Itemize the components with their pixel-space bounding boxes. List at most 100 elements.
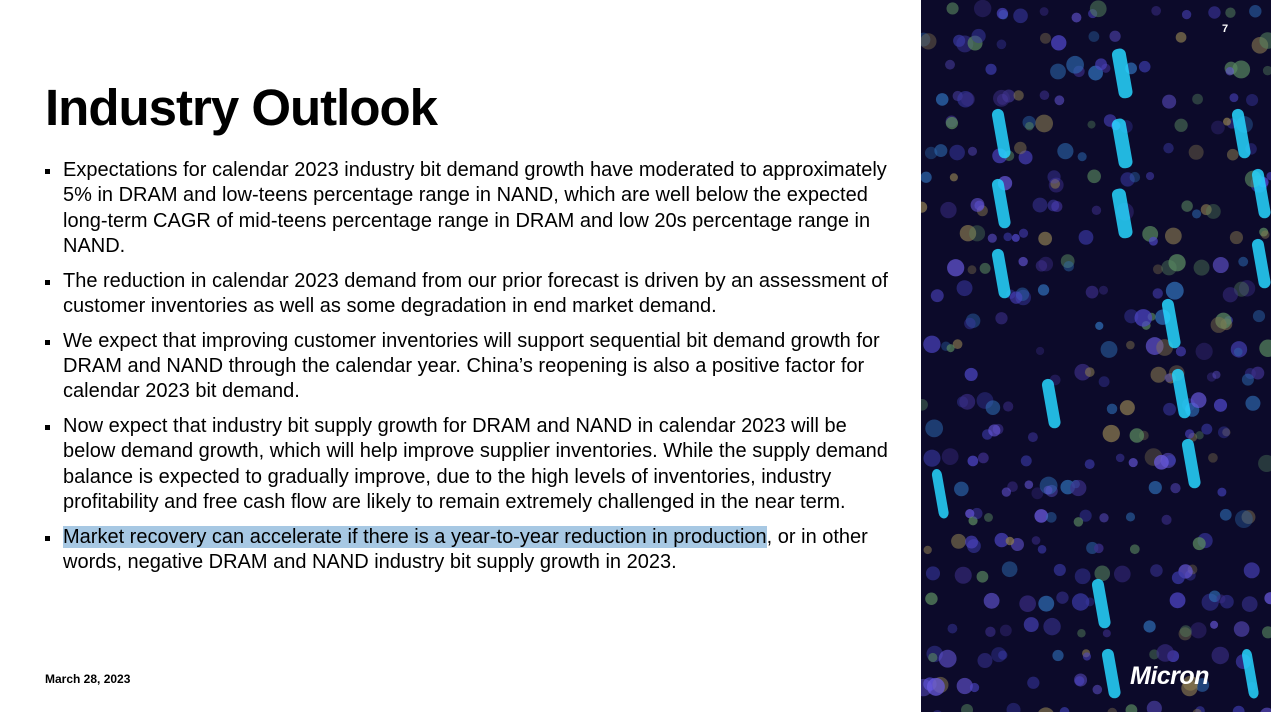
decor xyxy=(941,448,959,465)
decor xyxy=(1039,90,1050,101)
decor xyxy=(1023,617,1039,633)
decor xyxy=(1195,706,1205,712)
decor xyxy=(983,592,1000,609)
decor xyxy=(1129,544,1140,555)
decor xyxy=(1192,537,1206,551)
decor xyxy=(1093,543,1104,554)
decor xyxy=(925,566,941,581)
decor xyxy=(1154,454,1169,470)
decor xyxy=(1003,401,1014,412)
bullet-list: Expectations for calendar 2023 industry … xyxy=(45,158,895,585)
decor xyxy=(1181,200,1193,212)
decor xyxy=(1100,341,1118,358)
decor xyxy=(1051,35,1067,51)
decor xyxy=(935,93,949,106)
decor xyxy=(1128,458,1138,468)
decor xyxy=(1125,704,1138,712)
decor xyxy=(1175,31,1187,43)
bullet-marker xyxy=(45,425,50,431)
date: March 28, 2023 xyxy=(45,672,131,686)
decor xyxy=(1047,199,1060,212)
decor xyxy=(985,626,996,637)
decor xyxy=(1032,197,1048,213)
decor xyxy=(967,146,978,156)
decor xyxy=(1217,426,1230,439)
decor xyxy=(1035,346,1045,356)
decor xyxy=(1031,487,1044,500)
decor xyxy=(1195,342,1213,360)
decor xyxy=(1129,171,1141,183)
decor xyxy=(1143,620,1156,633)
decor xyxy=(1120,172,1135,187)
decor xyxy=(1238,280,1256,297)
decor xyxy=(1013,8,1028,24)
decor xyxy=(1060,254,1075,269)
bullet: Now expect that industry bit supply grow… xyxy=(45,414,895,515)
decor xyxy=(1251,366,1265,380)
decor xyxy=(1087,120,1096,129)
decor xyxy=(1025,121,1034,131)
decor xyxy=(1225,7,1236,18)
decor xyxy=(1148,480,1162,495)
decor xyxy=(1019,595,1037,613)
decor xyxy=(1163,402,1176,416)
decor xyxy=(1219,508,1232,521)
decor xyxy=(1222,287,1238,303)
decor xyxy=(1181,438,1201,489)
decor xyxy=(970,198,985,212)
decor xyxy=(1102,629,1111,638)
decor xyxy=(1085,285,1099,299)
decor xyxy=(1192,708,1202,712)
decor xyxy=(965,535,978,549)
decor xyxy=(1241,373,1254,386)
decor xyxy=(1084,459,1095,470)
decor xyxy=(1232,705,1245,712)
decor xyxy=(1212,370,1221,379)
decor xyxy=(921,33,937,50)
decor xyxy=(952,339,963,350)
decor xyxy=(1145,171,1155,181)
decor xyxy=(1089,0,1107,18)
decor xyxy=(1038,595,1055,612)
decor xyxy=(1200,204,1212,216)
decor xyxy=(1073,517,1084,527)
decor xyxy=(1113,565,1131,583)
decor xyxy=(1205,204,1221,219)
decor xyxy=(1233,281,1250,297)
page-number: 7 xyxy=(1222,23,1229,35)
decor xyxy=(1161,260,1177,276)
decor xyxy=(1151,5,1162,16)
decor xyxy=(967,265,977,275)
decor xyxy=(1211,646,1230,665)
bullet-text: The reduction in calendar 2023 demand fr… xyxy=(63,269,888,317)
decor xyxy=(971,507,983,520)
decor xyxy=(1050,63,1066,80)
decor xyxy=(1038,231,1053,246)
decor xyxy=(991,178,1011,229)
decor xyxy=(1188,144,1204,160)
decor xyxy=(984,513,993,522)
decor xyxy=(1099,285,1109,295)
decor xyxy=(965,313,981,329)
decor xyxy=(1266,172,1271,181)
decor xyxy=(1106,403,1118,415)
decor xyxy=(1171,571,1185,585)
decor xyxy=(1119,400,1135,416)
decor xyxy=(993,89,1010,107)
decor xyxy=(1057,143,1074,160)
decor xyxy=(1208,590,1221,603)
decor xyxy=(1039,476,1058,495)
decor xyxy=(998,650,1008,660)
decor xyxy=(1066,55,1084,74)
decor xyxy=(1071,12,1082,23)
decor xyxy=(1241,510,1256,525)
decor xyxy=(1174,118,1188,132)
decor xyxy=(921,201,928,213)
decor xyxy=(925,419,944,438)
bullet-text: We expect that improving customer invent… xyxy=(63,329,880,403)
decor xyxy=(1034,509,1049,523)
decor xyxy=(1088,31,1100,42)
decor xyxy=(954,481,969,497)
decor xyxy=(1020,455,1032,467)
decor xyxy=(1006,702,1021,712)
